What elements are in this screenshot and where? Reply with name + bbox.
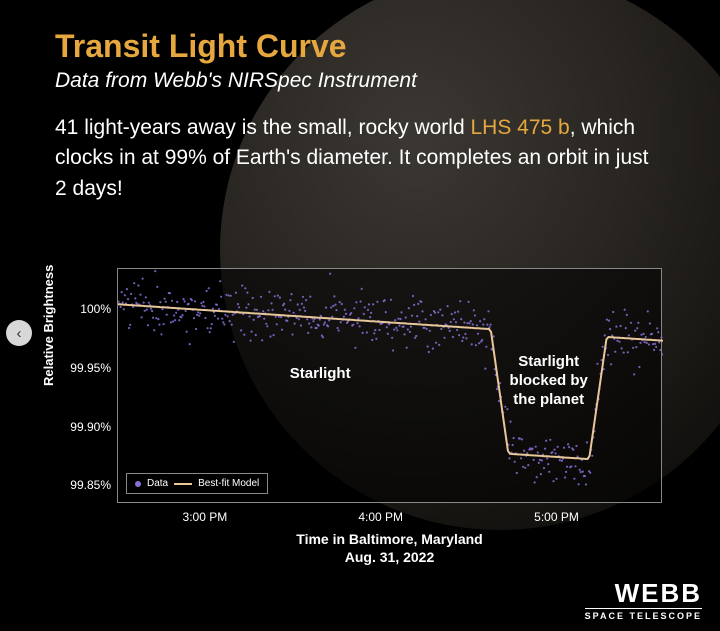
y-axis-label: Relative Brightness: [41, 265, 56, 386]
body-paragraph: 41 light-years away is the small, rocky …: [55, 113, 655, 204]
light-curve-chart: Relative Brightness 100%99.95%99.90%99.8…: [55, 268, 680, 573]
chart-annotation: Starlightblocked bythe planet: [494, 353, 604, 409]
text-block: Transit Light Curve Data from Webb's NIR…: [0, 0, 720, 204]
legend-data-label: Data: [147, 478, 168, 489]
x-axis-label: Time in Baltimore, Maryland Aug. 31, 202…: [117, 530, 662, 566]
logo-bottom: SPACE TELESCOPE: [585, 608, 702, 621]
page-subtitle: Data from Webb's NIRSpec Instrument: [55, 69, 680, 93]
y-tick: 100%: [67, 302, 111, 316]
legend-model-label: Best-fit Model: [198, 478, 259, 489]
plot-area: Data Best-fit Model Starlight Starlightbl…: [117, 268, 662, 503]
y-tick: 99.85%: [67, 478, 111, 492]
chart-annotation: Starlight: [265, 365, 375, 384]
legend-data-marker: [135, 481, 141, 487]
x-tick: 4:00 PM: [358, 510, 403, 524]
page-title: Transit Light Curve: [55, 28, 680, 65]
body-pre: 41 light-years away is the small, rocky …: [55, 116, 470, 139]
logo-top: WEBB: [585, 580, 702, 606]
chevron-left-icon: ‹: [17, 325, 22, 342]
y-tick: 99.90%: [67, 420, 111, 434]
chart-legend: Data Best-fit Model: [126, 473, 268, 494]
x-tick: 3:00 PM: [183, 510, 228, 524]
webb-logo: WEBB SPACE TELESCOPE: [585, 580, 702, 621]
prev-button[interactable]: ‹: [6, 320, 32, 346]
y-tick: 99.95%: [67, 361, 111, 375]
legend-model-marker: [174, 483, 192, 485]
x-tick: 5:00 PM: [534, 510, 579, 524]
body-highlight: LHS 475 b: [470, 116, 569, 139]
